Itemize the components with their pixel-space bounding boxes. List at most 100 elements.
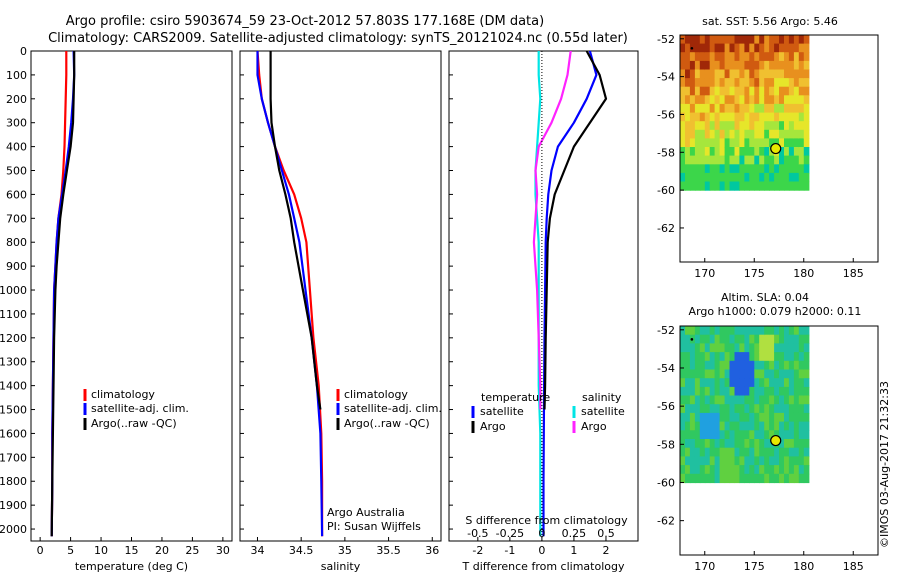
- heatmap-cell: [734, 181, 741, 191]
- heatmap-cell: [803, 326, 810, 336]
- heatmap-cell: [764, 473, 770, 484]
- heatmap-cell: [734, 129, 741, 139]
- heatmap-cell: [774, 456, 780, 466]
- heatmap-cell: [734, 52, 741, 62]
- x-tick-label: 180: [793, 560, 814, 573]
- series-line-3: [532, 50, 572, 410]
- heatmap-cell: [784, 86, 790, 96]
- y-tick-label: -52: [657, 324, 675, 337]
- heatmap-cell: [784, 78, 790, 88]
- heatmap-cell: [709, 465, 716, 475]
- heatmap-cell: [744, 360, 750, 371]
- heatmap-cell: [699, 129, 706, 139]
- heatmap-cell: [699, 86, 706, 96]
- heatmap-cell: [699, 465, 706, 475]
- legend-label: satellite: [480, 405, 524, 418]
- heatmap-cell: [719, 121, 726, 131]
- heatmap-cell: [714, 112, 721, 122]
- heatmap-cell: [680, 439, 686, 449]
- heatmap-cell: [729, 386, 736, 397]
- heatmap-cell: [729, 473, 736, 484]
- s-tick-label: 0.25: [562, 527, 587, 540]
- heatmap-cell: [699, 378, 706, 388]
- heatmap-cell: [803, 121, 810, 131]
- heatmap-cell: [764, 465, 770, 475]
- heatmap-cell: [694, 343, 701, 353]
- heatmap-cell: [769, 78, 775, 88]
- heatmap-cell: [694, 352, 701, 362]
- s-tick-label: 0.5: [597, 527, 615, 540]
- heatmap-cell: [714, 129, 721, 139]
- heatmap-cell: [680, 473, 686, 484]
- heatmap-cell: [744, 112, 750, 122]
- heatmap-cell: [704, 52, 711, 62]
- heatmap-cell: [729, 465, 736, 475]
- heatmap-cell: [714, 378, 721, 388]
- y-tick-label: 600: [6, 188, 27, 201]
- heatmap-cell: [685, 343, 691, 353]
- y-tick-label: -60: [657, 476, 675, 489]
- heatmap-cell: [689, 439, 696, 449]
- heatmap-cell: [689, 129, 696, 139]
- heatmap-cell: [788, 138, 795, 148]
- heatmap-cell: [734, 155, 741, 165]
- heatmap-cell: [685, 369, 691, 379]
- heatmap-cell: [694, 155, 701, 165]
- heatmap-cell: [685, 138, 691, 148]
- heatmap-cell: [798, 456, 805, 466]
- heatmap-cell: [793, 155, 800, 165]
- heatmap-cell: [788, 60, 795, 71]
- heatmap-cell: [724, 181, 731, 191]
- heatmap-cell: [699, 138, 706, 148]
- y-tick-label: 900: [6, 260, 27, 273]
- x-tick-label: 15: [125, 544, 139, 557]
- heatmap-cell: [774, 352, 780, 362]
- heatmap-cell: [685, 129, 691, 139]
- heatmap-cell: [739, 378, 745, 388]
- series-line-1: [543, 50, 608, 410]
- heatmap-cell: [774, 172, 780, 183]
- heatmap-cell: [798, 172, 805, 183]
- heatmap-cell: [779, 181, 785, 191]
- heatmap-cell: [689, 95, 696, 105]
- heatmap-cell: [699, 395, 706, 405]
- heatmap-cell: [714, 352, 721, 362]
- heatmap-cell: [779, 52, 785, 62]
- heatmap-cell: [769, 172, 775, 183]
- heatmap-cell: [685, 447, 691, 457]
- heatmap-cell: [724, 60, 731, 71]
- heatmap-cell: [719, 360, 726, 371]
- heatmap-cell: [744, 412, 750, 423]
- heatmap-cell: [798, 155, 805, 165]
- heatmap-cell: [774, 386, 780, 397]
- heatmap-cell: [784, 430, 790, 440]
- heatmap-cell: [694, 129, 701, 139]
- heatmap-cell: [685, 352, 691, 362]
- heatmap-cell: [754, 103, 760, 114]
- heatmap-cell: [754, 352, 760, 362]
- heatmap-cell: [764, 78, 770, 88]
- heatmap-cell: [714, 421, 721, 431]
- heatmap-cell: [680, 121, 686, 131]
- heatmap-cell: [798, 43, 805, 53]
- heatmap-cell: [714, 138, 721, 148]
- heatmap-cell: [764, 421, 770, 431]
- map-frame: [679, 325, 879, 556]
- heatmap-cell: [694, 395, 701, 405]
- heatmap-cell: [798, 138, 805, 148]
- heatmap-cell: [749, 155, 755, 165]
- heatmap-cell: [685, 360, 691, 371]
- heatmap-cell: [779, 395, 785, 405]
- heatmap-cell: [714, 155, 721, 165]
- s-axis-label: S difference from climatology: [465, 514, 628, 527]
- heatmap-cell: [680, 404, 686, 414]
- heatmap-cell: [704, 360, 711, 371]
- x-tick-label: 20: [155, 544, 169, 557]
- heatmap-cell: [734, 447, 741, 457]
- heatmap-cell: [714, 78, 721, 88]
- heatmap-cell: [793, 412, 800, 423]
- heatmap-cell: [734, 95, 741, 105]
- heatmap-cell: [749, 343, 755, 353]
- heatmap-cell: [779, 386, 785, 397]
- heatmap-cell: [739, 404, 745, 414]
